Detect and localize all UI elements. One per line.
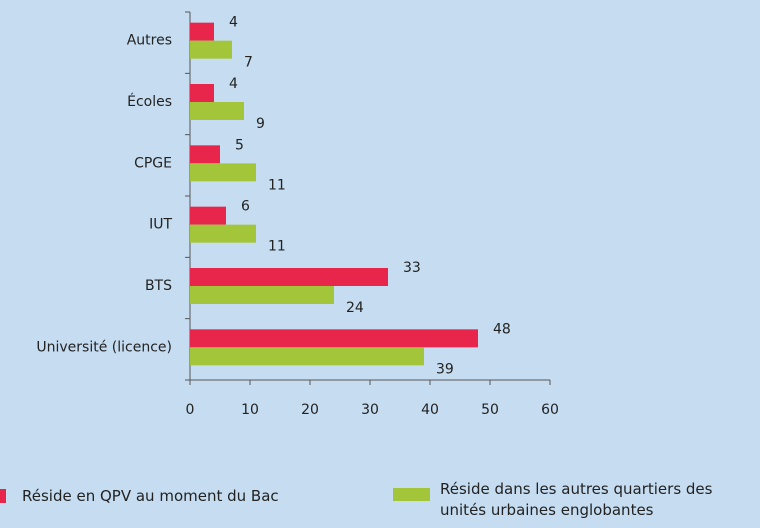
x-tick-label: 40 <box>421 402 439 418</box>
y-tick-label: Écoles <box>127 93 172 110</box>
bar <box>190 22 214 41</box>
data-label: 24 <box>346 300 364 316</box>
bar <box>190 145 220 164</box>
data-label: 6 <box>241 199 250 215</box>
x-tick-label: 30 <box>361 402 379 418</box>
y-tick-label: BTS <box>145 278 172 294</box>
legend-label: Réside en QPV au moment du Bac <box>22 487 279 505</box>
bar <box>190 329 478 348</box>
bar <box>190 40 232 59</box>
x-tick-label: 60 <box>541 402 559 418</box>
data-label: 7 <box>244 55 253 71</box>
y-tick-label: CPGE <box>134 155 172 171</box>
data-label: 9 <box>256 116 265 132</box>
bar <box>190 102 244 120</box>
data-label: 39 <box>436 361 454 377</box>
bar <box>190 286 334 304</box>
y-tick-label: Autres <box>127 33 172 49</box>
bar <box>190 163 256 182</box>
data-label: 4 <box>229 15 238 31</box>
bar <box>190 224 256 243</box>
data-label: 11 <box>268 239 286 255</box>
data-label: 11 <box>268 177 286 193</box>
x-tick-label: 10 <box>241 402 259 418</box>
data-label: 5 <box>235 137 244 153</box>
legend-label: Réside dans les autres quartiers des uni… <box>440 480 713 519</box>
data-label: 48 <box>493 321 511 337</box>
data-label: 33 <box>403 260 421 276</box>
x-tick-label: 0 <box>186 402 195 418</box>
legend-swatch <box>393 488 430 501</box>
data-label: 4 <box>229 76 238 92</box>
bar <box>190 84 214 102</box>
y-tick-label: Université (licence) <box>36 339 172 355</box>
bar <box>190 347 424 366</box>
x-tick-label: 50 <box>481 402 499 418</box>
legend-swatch <box>0 489 6 503</box>
bar <box>190 206 226 225</box>
y-tick-label: IUT <box>149 217 172 233</box>
bar <box>190 268 388 286</box>
x-tick-label: 20 <box>301 402 319 418</box>
